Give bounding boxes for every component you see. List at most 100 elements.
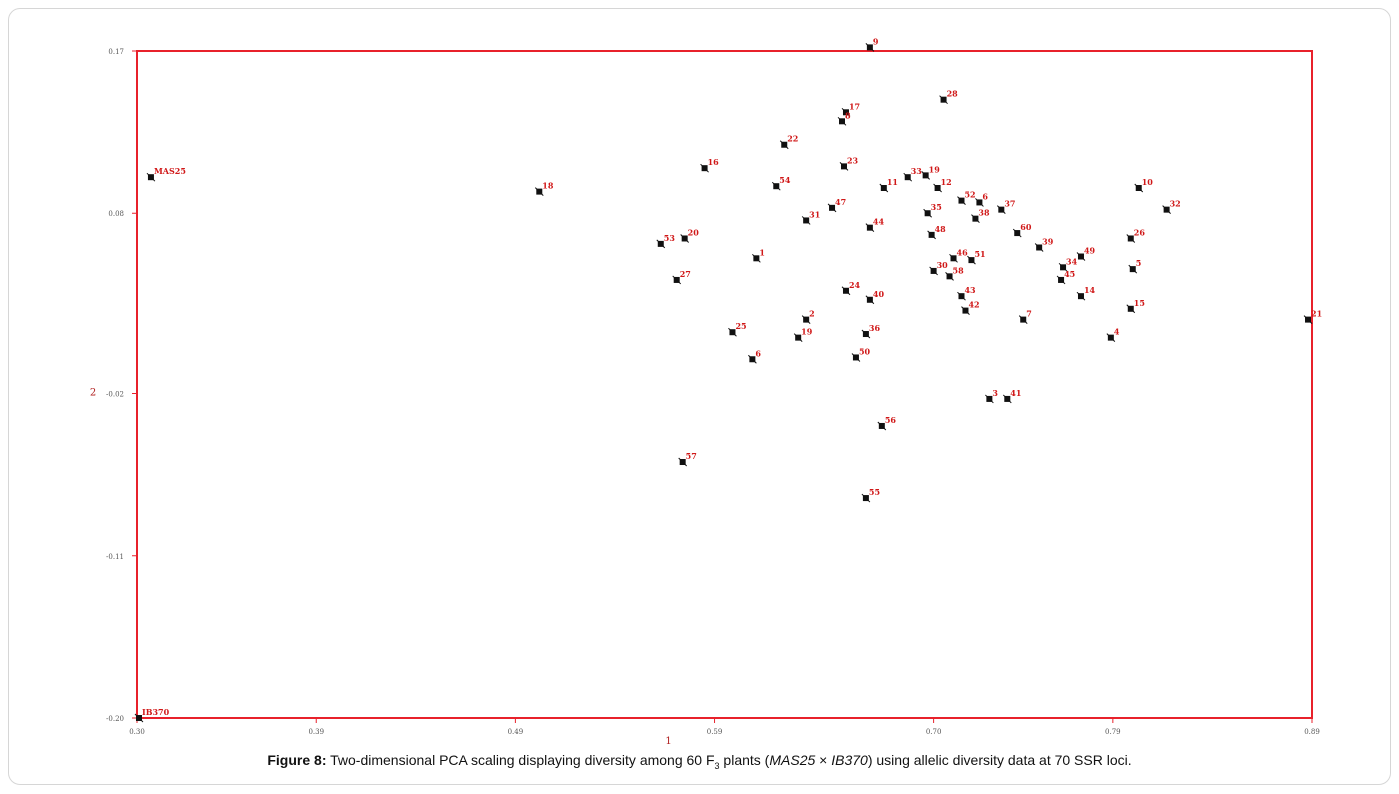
point-cross bbox=[1162, 205, 1171, 214]
y-tick-label: 0.17 bbox=[108, 48, 124, 56]
data-point: 28 bbox=[939, 89, 958, 105]
point-label: 33 bbox=[911, 166, 923, 176]
point-cross bbox=[945, 271, 954, 281]
point-label: 7 bbox=[1026, 309, 1032, 319]
data-point: 49 bbox=[1076, 246, 1096, 261]
data-point: 50 bbox=[851, 346, 871, 362]
point-cross bbox=[678, 457, 688, 467]
caption-parent-2: IB370 bbox=[831, 752, 868, 768]
data-point: 31 bbox=[801, 209, 820, 225]
point-label: 36 bbox=[869, 323, 881, 333]
point-label: 45 bbox=[1064, 269, 1075, 279]
point-label: 37 bbox=[1004, 199, 1015, 209]
point-label: 25 bbox=[735, 321, 746, 331]
point-cross bbox=[927, 230, 936, 240]
data-point: 2 bbox=[801, 309, 815, 324]
point-label: 5 bbox=[1136, 258, 1142, 268]
data-point: 24 bbox=[841, 280, 861, 296]
point-cross bbox=[957, 291, 966, 301]
x-axis-title: 1 bbox=[665, 736, 671, 747]
point-cross bbox=[827, 203, 837, 213]
point-cross bbox=[793, 333, 803, 342]
point-cross bbox=[534, 187, 544, 196]
data-point: 12 bbox=[933, 177, 952, 193]
point-cross bbox=[841, 107, 851, 117]
data-point: 36 bbox=[861, 323, 881, 339]
point-label: 17 bbox=[849, 101, 860, 111]
point-cross bbox=[961, 306, 970, 315]
data-point: 20 bbox=[680, 227, 699, 243]
data-point: 60 bbox=[1012, 222, 1032, 238]
point-cross bbox=[1076, 252, 1086, 261]
point-cross bbox=[949, 253, 958, 263]
point-label: 40 bbox=[873, 289, 885, 299]
point-cross bbox=[971, 214, 980, 224]
data-point: MAS25 bbox=[146, 166, 186, 182]
data-point: 8 bbox=[837, 110, 851, 126]
data-point: 38 bbox=[971, 208, 990, 224]
figure-caption: Figure 8: Two-dimensional PCA scaling di… bbox=[0, 752, 1399, 771]
data-point: 35 bbox=[923, 202, 942, 218]
data-point: 51 bbox=[967, 249, 986, 265]
x-tick-label: 0.39 bbox=[308, 728, 324, 736]
point-cross bbox=[771, 181, 781, 191]
x-tick-label: 0.49 bbox=[508, 728, 524, 736]
data-point: 10 bbox=[1134, 177, 1153, 193]
point-label: 48 bbox=[935, 224, 947, 234]
point-label: 6 bbox=[755, 348, 761, 358]
y-axis-ticks: -0.20 -0.11 -0.02 0.08 0.17 bbox=[106, 48, 137, 723]
y-tick-label: -0.20 bbox=[106, 715, 124, 723]
data-point: 27 bbox=[672, 269, 691, 285]
data-point: 52 bbox=[957, 190, 976, 205]
point-cross bbox=[1303, 315, 1313, 324]
point-cross bbox=[933, 183, 942, 193]
point-label: 24 bbox=[849, 280, 861, 290]
data-point: 40 bbox=[865, 289, 885, 305]
point-cross bbox=[1076, 291, 1086, 301]
plot-area-border bbox=[136, 50, 1313, 719]
data-point: 33 bbox=[903, 166, 923, 182]
data-point: 53 bbox=[656, 233, 675, 249]
point-label: 26 bbox=[1134, 227, 1146, 237]
data-point: 22 bbox=[779, 134, 798, 150]
data-point: 14 bbox=[1076, 285, 1096, 301]
data-point: 37 bbox=[996, 199, 1015, 214]
point-label: 34 bbox=[1066, 256, 1078, 266]
point-label: 22 bbox=[787, 134, 798, 144]
point-label: 47 bbox=[835, 197, 846, 207]
data-point: IB370 bbox=[134, 707, 170, 723]
data-point: 54 bbox=[771, 175, 791, 191]
point-cross bbox=[865, 223, 875, 233]
point-cross bbox=[975, 198, 984, 207]
x-tick-label: 0.30 bbox=[129, 728, 145, 736]
point-label: 1 bbox=[759, 247, 765, 257]
data-point: 15 bbox=[1126, 298, 1145, 314]
data-point: 47 bbox=[827, 197, 846, 213]
point-label: 51 bbox=[974, 249, 985, 259]
point-label: 41 bbox=[1010, 388, 1021, 398]
data-point: 18 bbox=[534, 181, 554, 196]
data-point: 45 bbox=[1056, 269, 1075, 285]
data-point: 6 bbox=[748, 348, 761, 364]
x-tick-label: 0.89 bbox=[1304, 728, 1320, 736]
point-cross bbox=[1034, 243, 1044, 252]
point-label: 46 bbox=[957, 247, 969, 257]
point-cross bbox=[672, 275, 682, 285]
data-point: 58 bbox=[945, 265, 965, 281]
point-label: 3 bbox=[992, 388, 998, 398]
point-label: 6 bbox=[982, 191, 988, 201]
x-axis-ticks: 0.30 0.39 0.49 0.59 0.70 0.79 0.89 bbox=[129, 718, 1320, 736]
point-label: IB370 bbox=[142, 707, 170, 717]
point-label: 2 bbox=[809, 309, 815, 319]
point-cross bbox=[656, 239, 666, 249]
point-label: 39 bbox=[1042, 236, 1054, 246]
point-label: 58 bbox=[953, 265, 965, 275]
point-cross bbox=[1018, 315, 1028, 324]
caption-times: × bbox=[815, 752, 832, 768]
data-point: 16 bbox=[700, 157, 719, 173]
point-label: 8 bbox=[845, 110, 851, 120]
point-cross bbox=[1126, 304, 1136, 314]
point-cross bbox=[861, 329, 871, 339]
point-cross bbox=[967, 255, 976, 265]
point-cross bbox=[865, 43, 875, 52]
